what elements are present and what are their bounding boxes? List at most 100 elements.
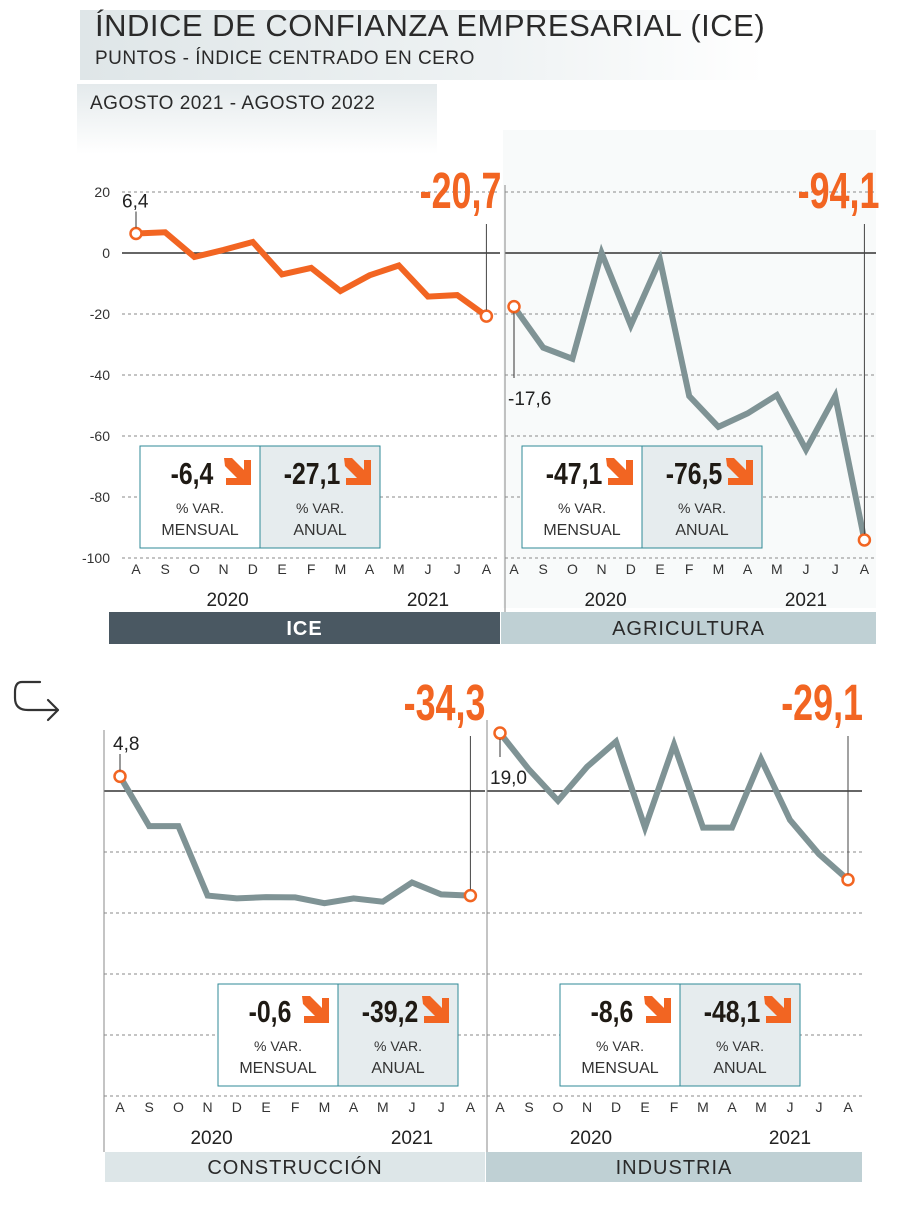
x-tick-label: M: [393, 561, 405, 577]
variation-value: -0,6: [249, 994, 292, 1028]
page-subtitle: PUNTOS - ÍNDICE CENTRADO EN CERO: [95, 48, 475, 69]
x-tick-label: O: [567, 561, 578, 577]
x-tick-label: A: [466, 1099, 476, 1115]
annual-variation-box: -27,1 % VAR. ANUAL: [259, 445, 381, 549]
variation-label-line1: % VAR.: [558, 500, 606, 516]
x-tick-label: E: [277, 561, 286, 577]
variation-label-line1: % VAR.: [374, 1038, 422, 1054]
variation-label-line1: % VAR.: [296, 500, 344, 516]
start-value-label: 4,8: [113, 734, 139, 755]
x-tick-label: J: [787, 1099, 794, 1115]
x-tick-label: F: [291, 1099, 300, 1115]
box-frame: [641, 445, 763, 549]
x-tick-label: A: [365, 561, 375, 577]
x-tick-label: J: [425, 561, 432, 577]
x-tick-label: S: [539, 561, 548, 577]
variation-label-line2: MENSUAL: [543, 522, 620, 539]
x-tick-label: O: [553, 1099, 564, 1115]
y-tick-label: -20: [90, 306, 110, 322]
period-background: [77, 84, 437, 154]
y-tick-label: -80: [90, 489, 110, 505]
end-value-label: -29,1: [781, 675, 863, 732]
x-tick-label: A: [860, 561, 870, 577]
year-label-2021: 2021: [391, 1128, 433, 1149]
variation-value: -76,5: [666, 456, 723, 490]
x-tick-label: N: [597, 561, 607, 577]
x-tick-label: M: [771, 561, 783, 577]
x-tick-label: D: [248, 561, 258, 577]
x-tick-label: J: [832, 561, 839, 577]
variation-label-line2: MENSUAL: [239, 1060, 316, 1077]
annual-variation-box: -48,1 % VAR. ANUAL: [679, 983, 801, 1087]
year-label-2021: 2021: [407, 590, 449, 611]
box-frame: [337, 983, 459, 1087]
annual-variation-box: -76,5 % VAR. ANUAL: [641, 445, 763, 549]
series-line: [511, 243, 868, 543]
start-point-marker: [129, 226, 143, 241]
arrow-down-right-icon: [726, 458, 753, 485]
x-tick-label: A: [115, 1099, 125, 1115]
start-value-label: -17,6: [508, 389, 551, 410]
monthly-variation-box: -8,6 % VAR. MENSUAL: [559, 983, 681, 1087]
panel-band-label: AGRICULTURA: [612, 618, 765, 640]
arrow-down-right-icon: [644, 996, 671, 1023]
series-line: [117, 773, 474, 907]
end-value-label: -20,7: [420, 163, 502, 220]
x-tick-label: A: [495, 1099, 505, 1115]
period-label: AGOSTO 2021 - AGOSTO 2022: [90, 93, 376, 114]
box-frame: [259, 445, 381, 549]
variation-value: -27,1: [284, 456, 341, 490]
chart-panel-construccin: A S O N D E F M A M J J A 2020 2021 CONSTRUCCIÓN 4,8 -34,…: [104, 675, 485, 1182]
x-tick-label: S: [161, 561, 170, 577]
x-tick-label: M: [377, 1099, 389, 1115]
variation-label-line1: % VAR.: [678, 500, 726, 516]
x-tick-label: E: [261, 1099, 270, 1115]
x-tick-label: A: [349, 1099, 359, 1115]
arrow-down-right-icon: [422, 996, 449, 1023]
end-value-label: -34,3: [404, 675, 486, 732]
x-tick-label: A: [843, 1099, 853, 1115]
x-tick-label: D: [611, 1099, 621, 1115]
variation-label-line2: ANUAL: [713, 1060, 766, 1077]
x-tick-label: M: [713, 561, 725, 577]
panel-band-label: INDUSTRIA: [616, 1157, 733, 1179]
variation-value: -39,2: [362, 994, 419, 1028]
chart-panel-agricultura: A S O N D E F M A M J J A 2020 2021 AGRICULTURA -17,6 -94…: [501, 163, 879, 644]
year-label-2021: 2021: [769, 1128, 811, 1149]
variation-label-line1: % VAR.: [254, 1038, 302, 1054]
x-tick-label: N: [203, 1099, 213, 1115]
x-tick-label: F: [685, 561, 694, 577]
y-tick-label: -40: [90, 367, 110, 383]
x-tick-label: O: [173, 1099, 184, 1115]
variation-value: -48,1: [704, 994, 761, 1028]
x-tick-label: O: [189, 561, 200, 577]
x-tick-label: J: [409, 1099, 416, 1115]
panel-band: [105, 1152, 485, 1182]
year-label-2020: 2020: [570, 1128, 612, 1149]
x-tick-label: J: [438, 1099, 445, 1115]
panel-band-label: CONSTRUCCIÓN: [207, 1156, 382, 1179]
panel-band: [109, 612, 500, 644]
x-tick-label: J: [816, 1099, 823, 1115]
variation-value: -6,4: [171, 456, 214, 490]
x-tick-label: D: [626, 561, 636, 577]
monthly-variation-box: -6,4 % VAR. MENSUAL: [139, 445, 261, 549]
end-point-marker: [463, 888, 478, 903]
variation-value: -8,6: [591, 994, 634, 1028]
chart-panel-industria: A S O N D E F M A M J J A 2020 2021 INDUSTRIA 19,0 -29,1 -…: [486, 675, 863, 1182]
start-point-marker: [507, 299, 521, 314]
x-tick-label: F: [307, 561, 316, 577]
start-value-label: 19,0: [490, 768, 527, 789]
x-tick-label: D: [232, 1099, 242, 1115]
monthly-variation-box: -0,6 % VAR. MENSUAL: [217, 983, 339, 1087]
arrow-down-right-icon: [302, 996, 329, 1023]
x-tick-label: A: [131, 561, 141, 577]
x-tick-label: S: [145, 1099, 154, 1115]
y-tick-label: 20: [94, 184, 110, 200]
end-value-label: -94,1: [798, 163, 880, 220]
x-tick-label: J: [454, 561, 461, 577]
x-tick-label: A: [743, 561, 753, 577]
x-tick-label: E: [655, 561, 664, 577]
year-label-2020: 2020: [190, 1128, 232, 1149]
